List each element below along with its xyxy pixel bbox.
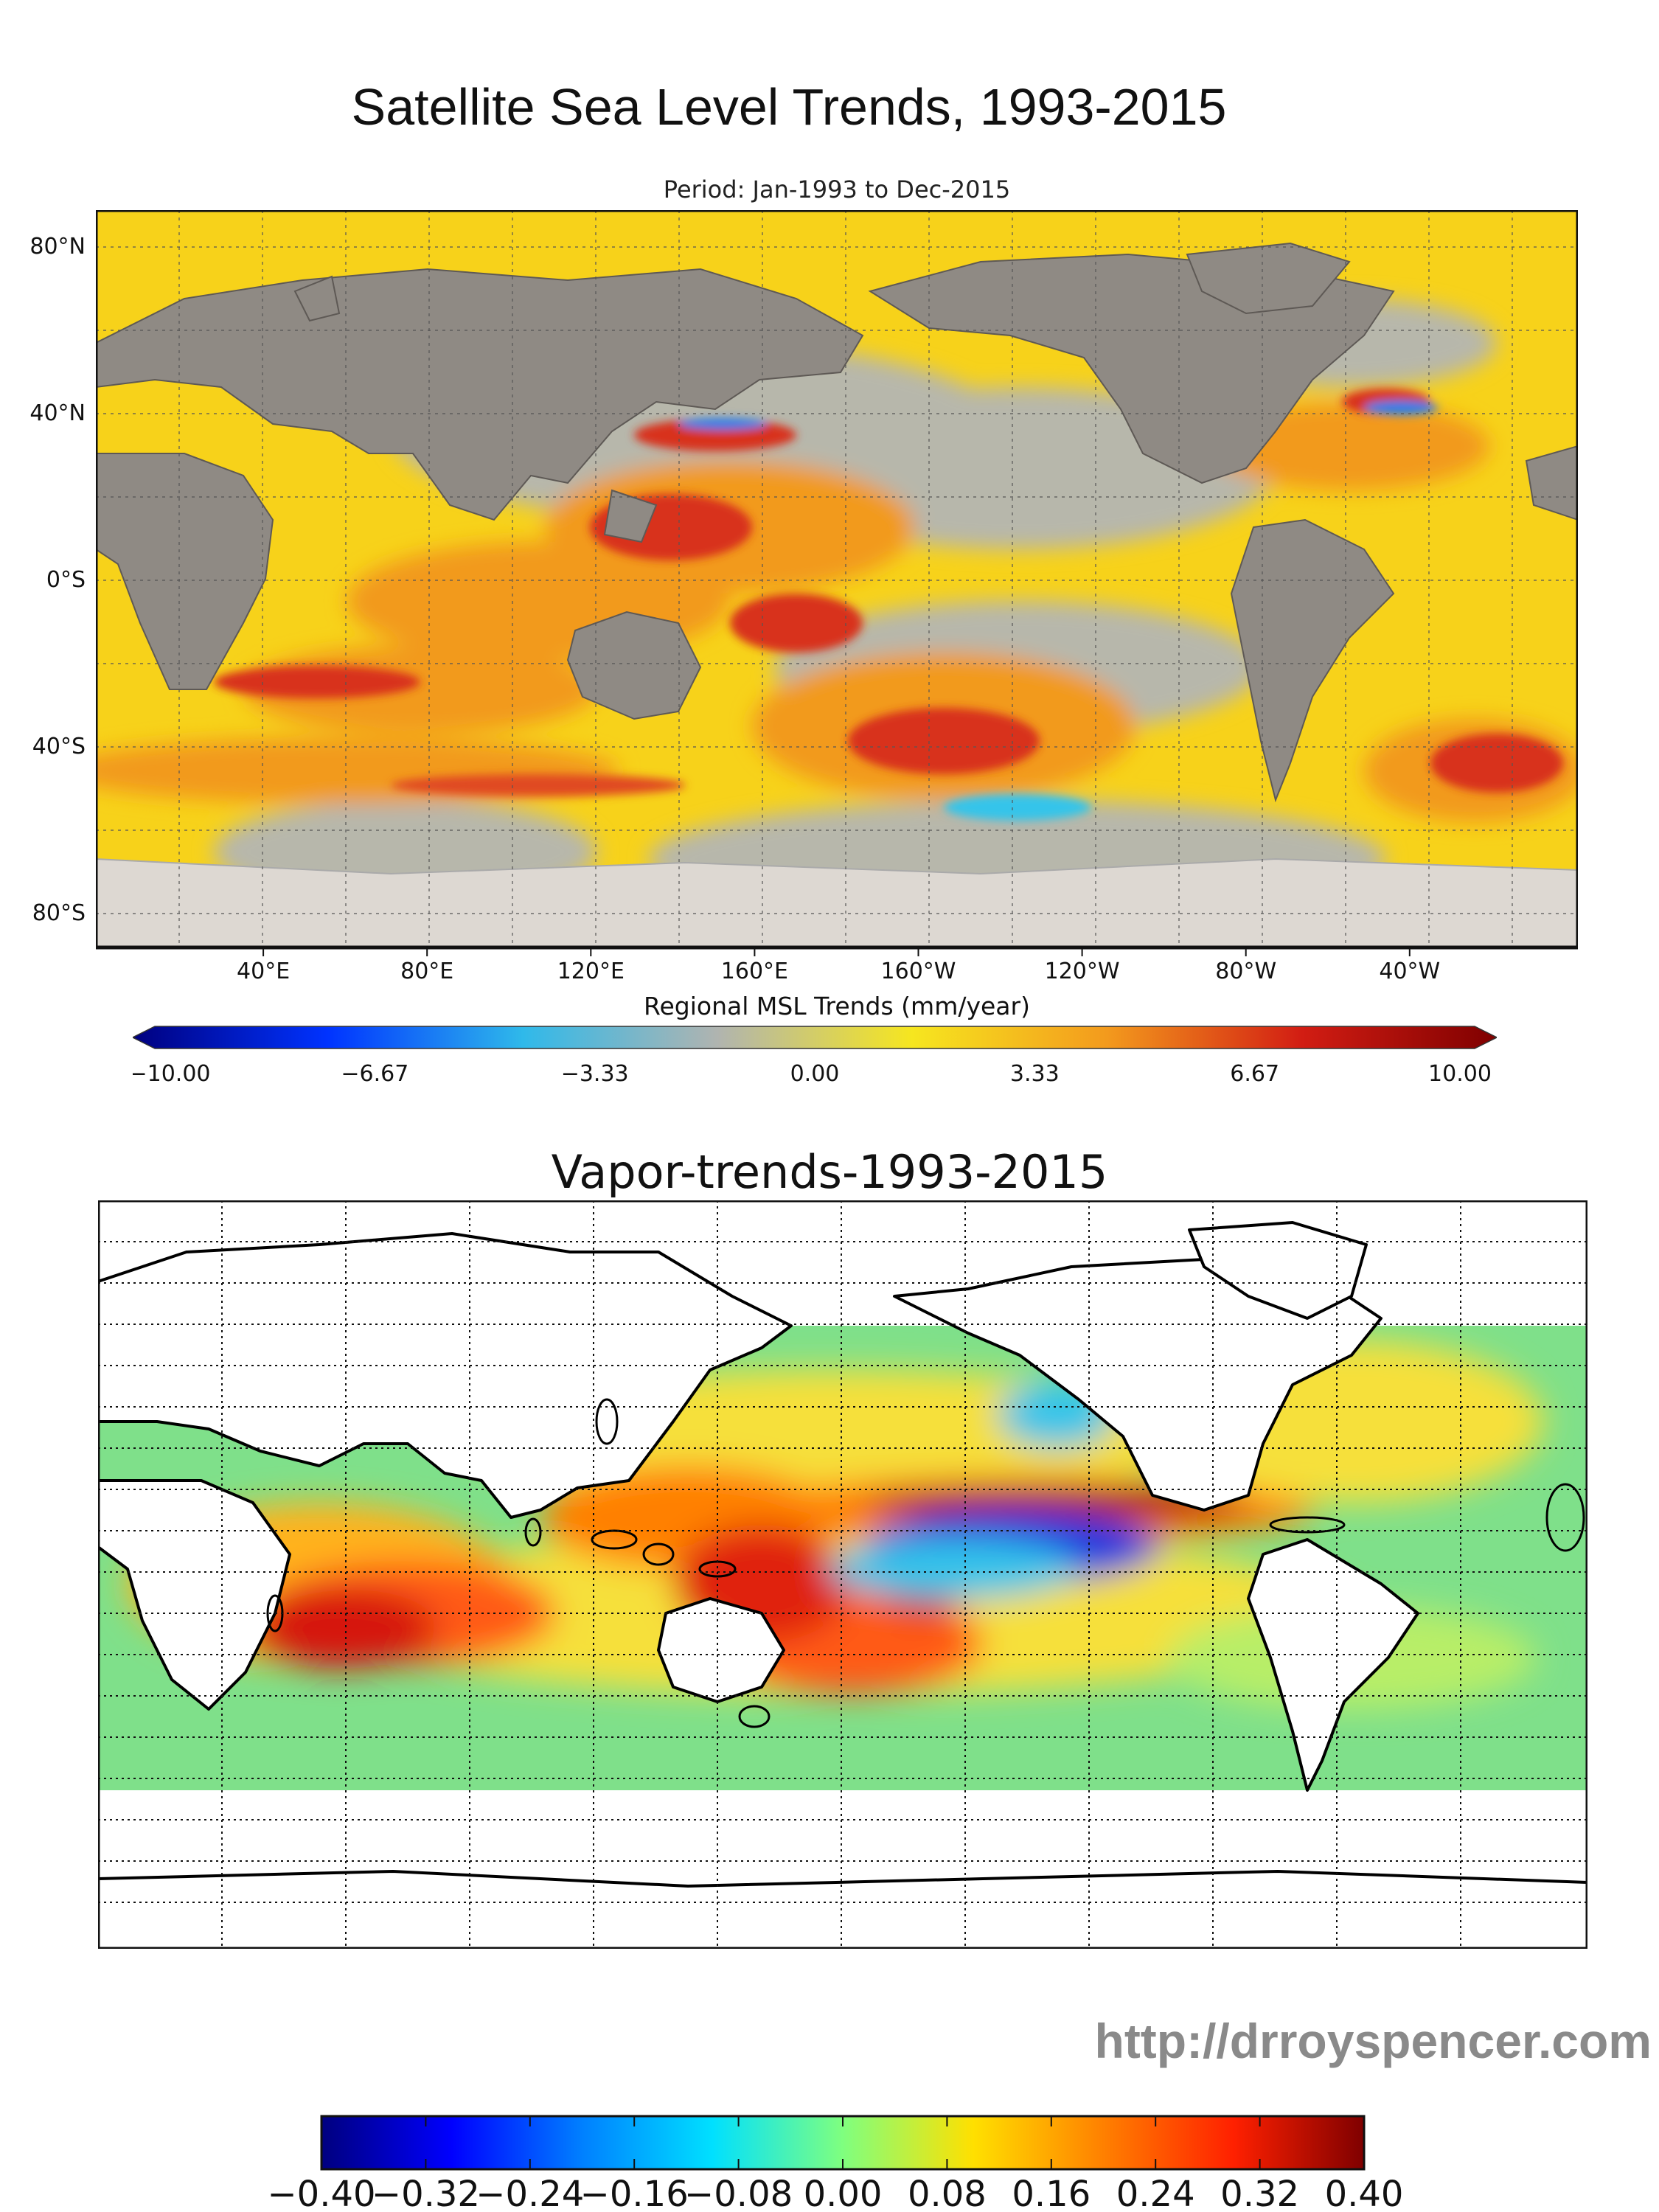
source-url: http://drroyspencer.com — [1094, 2014, 1652, 2068]
colorbar-tick-label: −0.40 — [267, 2174, 375, 2212]
x-tick-label: 80°E — [400, 959, 453, 981]
colorbar-tick-label: −0.08 — [684, 2174, 793, 2212]
sea-level-map: 40°E 80°E 120°E 160°E 160°W 120°W 80°W 40°W — [96, 210, 1578, 981]
x-tick-label: 40°W — [1379, 959, 1440, 981]
colorbar-tick-label: 0.16 — [1012, 2174, 1091, 2212]
map-frame — [96, 210, 1578, 950]
colorbar-tick-label: 0.24 — [1116, 2174, 1195, 2212]
x-tick-label: 40°E — [237, 959, 290, 981]
colorbar-tick-label: 3.33 — [1010, 1061, 1060, 1087]
colorbar-tick-label: 0.00 — [804, 2174, 883, 2212]
colorbar-tick-label: −6.67 — [341, 1061, 408, 1087]
colorbar-tick-label: −0.32 — [372, 2174, 480, 2212]
ocean-hotspots — [214, 389, 1563, 821]
colorbar-tick-label: 0.40 — [1325, 2174, 1404, 2212]
sea-level-colorbar-label: Regional MSL Trends (mm/year) — [644, 992, 1030, 1020]
colorbar-tick-label: −3.33 — [561, 1061, 629, 1087]
x-tick-labels: 40°E 80°E 120°E 160°E 160°W 120°W 80°W 40°W — [237, 947, 1440, 981]
colorbar-tick-label: 0.08 — [908, 2174, 987, 2212]
vapor-map-title: Vapor-trends-1993-2015 — [551, 1145, 1108, 1199]
colorbar-tick-label: 10.00 — [1428, 1061, 1492, 1087]
y-tick-label: 80°N — [29, 234, 86, 260]
colorbar-tick-label: 0.00 — [790, 1061, 840, 1087]
vapor-land-outlines — [98, 1221, 1587, 1888]
x-tick-label: 120°E — [557, 959, 625, 981]
page-title: Satellite Sea Level Trends, 1993-2015 — [351, 78, 1227, 136]
colorbar-tick-label: −0.24 — [476, 2174, 584, 2212]
x-tick-label: 160°W — [881, 959, 956, 981]
y-tick-label: 40°N — [29, 400, 86, 426]
vapor-islands — [266, 1398, 1585, 1728]
colorbar-tick-label: 0.32 — [1220, 2174, 1299, 2212]
y-tick-label: 40°S — [32, 734, 86, 759]
map-grid — [96, 210, 1578, 947]
vapor-trends-map — [98, 1200, 1587, 1949]
colorbar-tick-label: −0.16 — [580, 2174, 689, 2212]
y-tick-label: 80°S — [32, 900, 86, 926]
sea-level-colorbar: −10.00 −6.67 −3.33 0.00 3.33 6.67 10.00 — [133, 1026, 1497, 1087]
x-tick-label: 160°E — [721, 959, 788, 981]
vapor-map-grid — [98, 1200, 1587, 1949]
land-masses — [96, 242, 1578, 948]
y-tick-labels: 80°N 40°N 0°S 40°S 80°S — [0, 210, 90, 947]
sea-level-map-title: Period: Jan-1993 to Dec-2015 — [663, 175, 1011, 204]
y-tick-label: 0°S — [46, 567, 86, 593]
colorbar-tick-label: 6.67 — [1230, 1061, 1279, 1087]
colorbar-tick-label: −10.00 — [133, 1061, 211, 1087]
vapor-colorbar: −0.40−0.32−0.24−0.16−0.08 0.00 0.08 0.16 0.2… — [267, 2115, 1404, 2212]
x-tick-label: 80°W — [1215, 959, 1276, 981]
x-tick-label: 120°W — [1045, 959, 1120, 981]
